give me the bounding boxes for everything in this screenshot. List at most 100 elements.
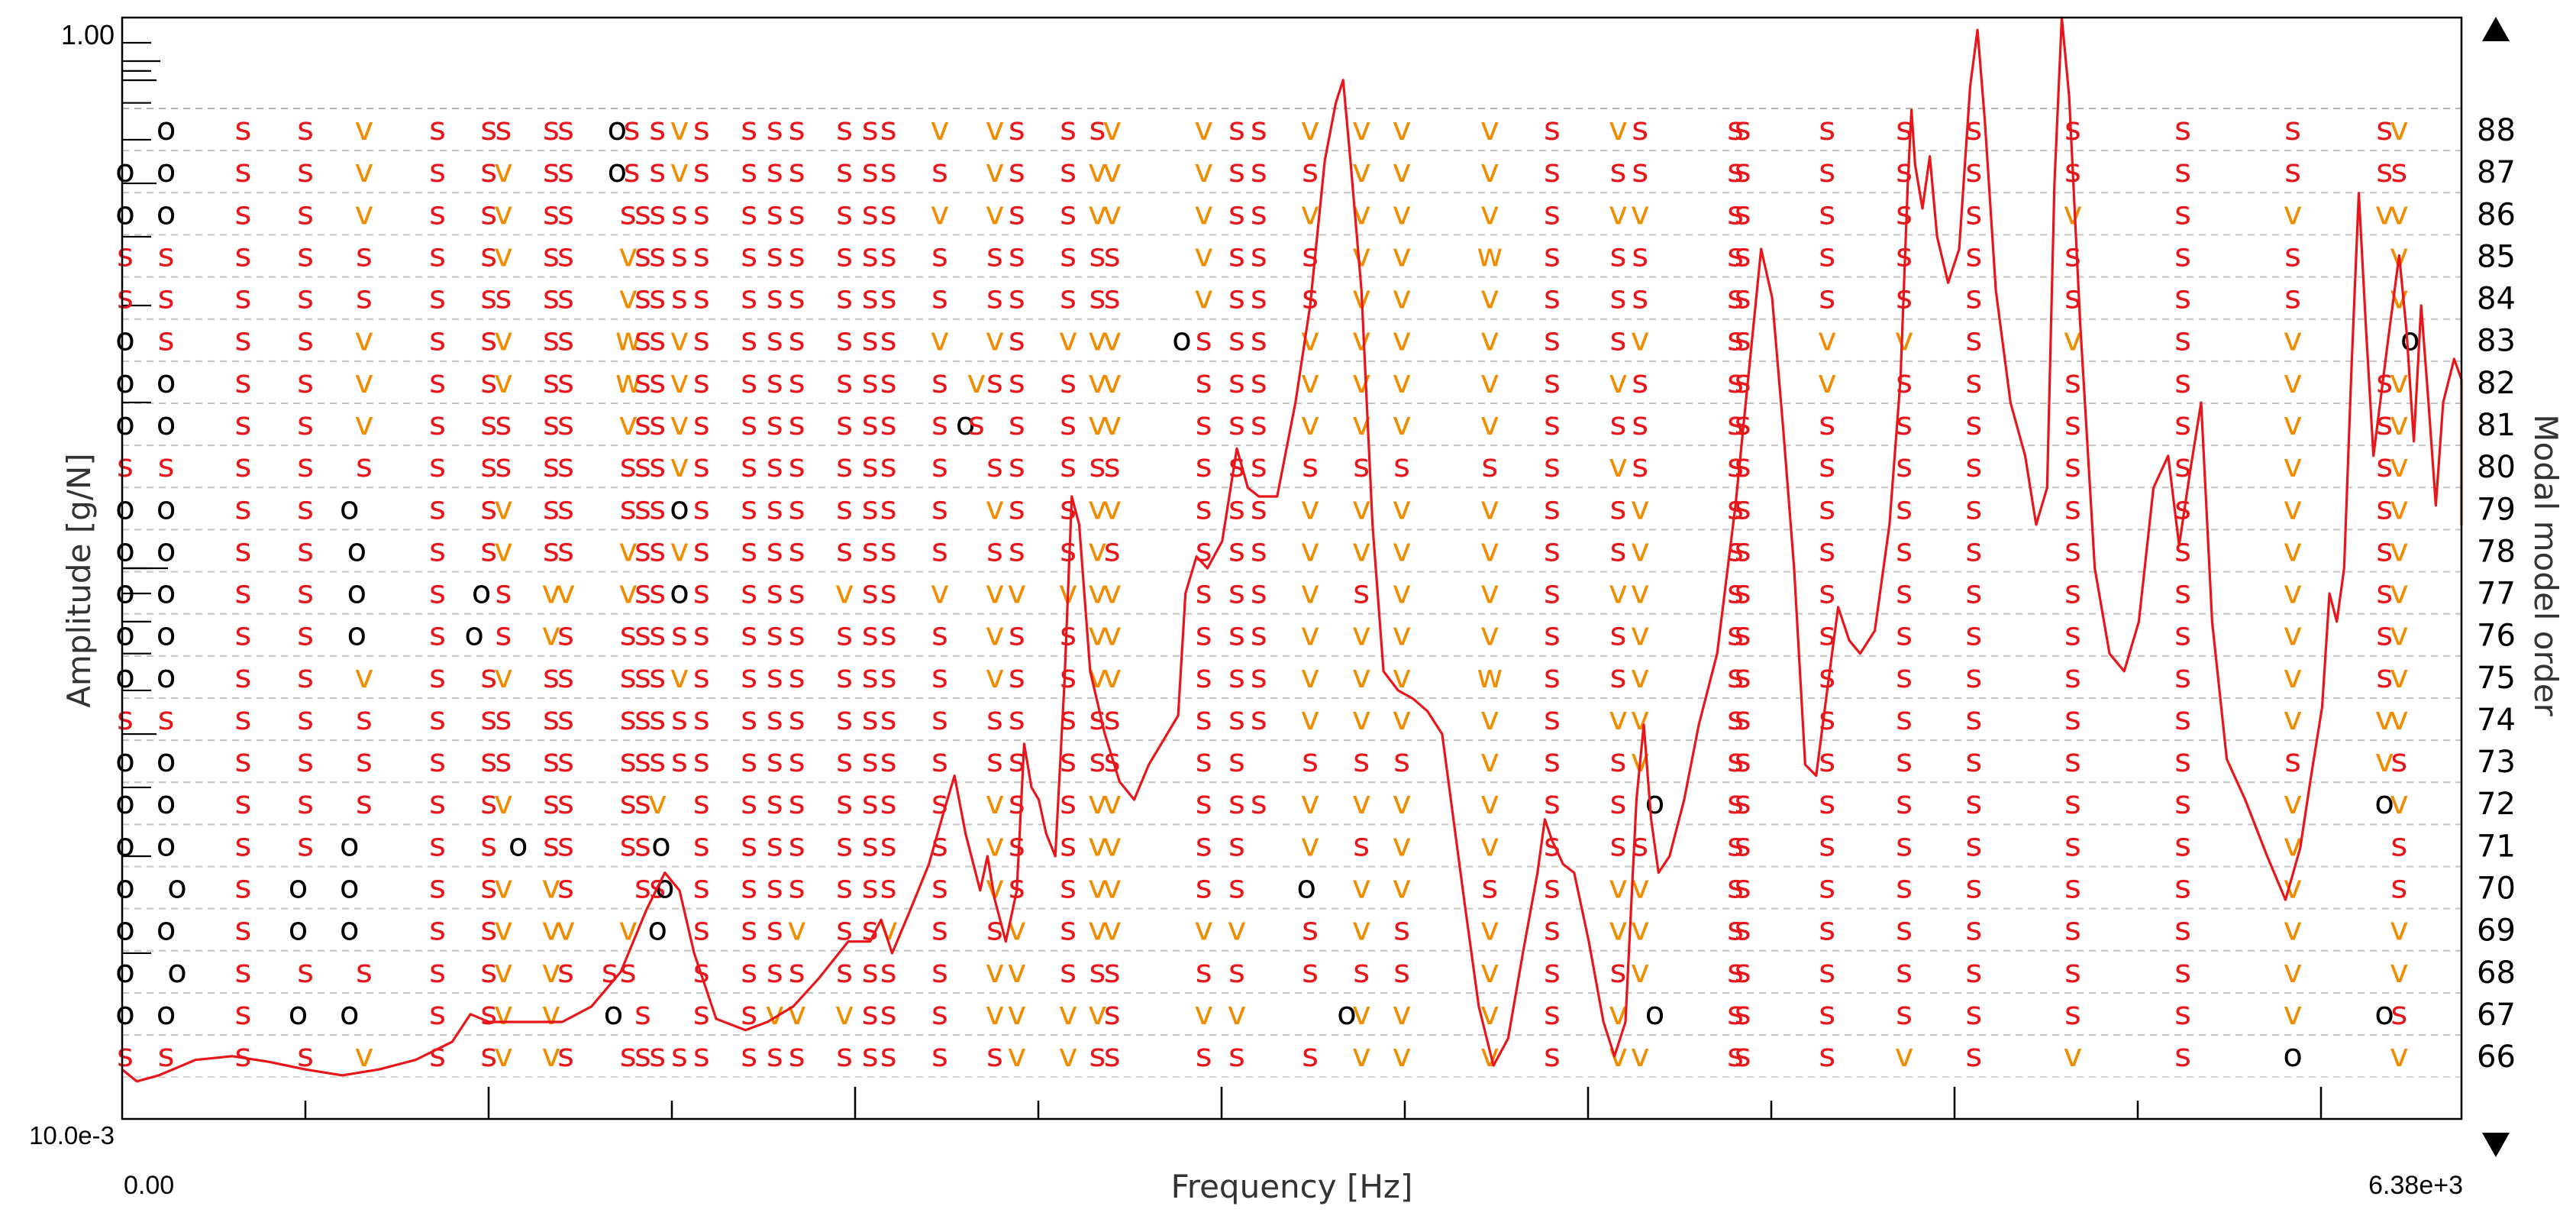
marker-v-order-79: v (1102, 489, 1122, 526)
marker-v-order-73: v (2375, 742, 2394, 779)
marker-s-order-78: s (480, 531, 497, 568)
marker-o-order-88: o (607, 110, 627, 147)
order-label-86: 86 (2477, 197, 2516, 232)
marker-s-order-79: s (1196, 489, 1212, 526)
marker-s-order-83: s (1727, 321, 1744, 358)
marker-v-order-68: v (1007, 952, 1026, 990)
marker-s-order-72: s (620, 784, 637, 821)
marker-s-order-68: s (480, 952, 497, 990)
marker-s-order-85: s (671, 236, 688, 273)
marker-s-order-66: s (1104, 1036, 1121, 1074)
order-label-84: 84 (2477, 282, 2516, 317)
marker-s-order-68: s (862, 952, 879, 990)
marker-s-order-87: s (880, 152, 897, 189)
marker-o-order-71: o (340, 826, 360, 863)
marker-v-order-82: v (1818, 363, 1837, 400)
marker-s-order-83: s (862, 321, 879, 358)
marker-v-order-85: v (1352, 236, 1371, 273)
marker-s-order-77: s (297, 574, 314, 611)
marker-s-order-73: s (1896, 742, 1913, 779)
marker-s-order-66: s (429, 1036, 446, 1074)
marker-s-order-86: s (741, 194, 757, 231)
marker-v-order-83: v (931, 321, 950, 358)
order-label-81: 81 (2477, 408, 2516, 443)
marker-s-order-67: s (862, 994, 879, 1032)
marker-s-order-85: s (634, 236, 651, 273)
marker-o-order-72: o (2374, 784, 2394, 821)
order-label-78: 78 (2477, 534, 2516, 569)
marker-s-order-68: s (741, 952, 757, 990)
marker-w-order-75: w (1477, 658, 1503, 695)
marker-s-order-66: s (297, 1036, 314, 1074)
marker-s-order-84: s (1228, 279, 1245, 316)
marker-v-order-88: v (1301, 110, 1320, 147)
marker-s-order-76: s (1735, 616, 1751, 653)
marker-s-order-87: s (429, 152, 446, 189)
marker-o-order-83: o (115, 321, 135, 358)
marker-s-order-74: s (1196, 700, 1212, 737)
marker-s-order-71: s (1009, 826, 1025, 863)
marker-s-order-88: s (496, 110, 512, 147)
marker-s-order-84: s (693, 279, 710, 316)
marker-v-order-69: v (1228, 910, 1247, 948)
marker-s-order-74: s (634, 700, 651, 737)
marker-s-order-72: s (543, 784, 560, 821)
marker-s-order-79: s (1009, 489, 1025, 526)
marker-s-order-82: s (297, 363, 314, 400)
marker-s-order-86: s (789, 194, 805, 231)
marker-s-order-80: s (1251, 447, 1267, 484)
marker-v-order-84: v (1480, 279, 1499, 316)
marker-s-order-85: s (356, 236, 373, 273)
marker-s-order-79: s (1544, 489, 1561, 526)
scroll-down-button[interactable] (2482, 1133, 2510, 1157)
y-tick-label-max: 1.00 (61, 19, 115, 50)
marker-s-order-88: s (789, 110, 805, 147)
marker-s-order-77: s (1544, 574, 1561, 611)
marker-s-order-79: s (480, 489, 497, 526)
marker-o-order-73: o (115, 742, 135, 779)
marker-s-order-87: s (1735, 152, 1751, 189)
marker-s-order-66: s (741, 1036, 757, 1074)
scroll-up-button[interactable] (2482, 17, 2510, 41)
marker-s-order-70: s (862, 868, 879, 906)
marker-s-order-83: s (1228, 321, 1245, 358)
marker-v-order-87: v (494, 152, 513, 189)
marker-s-order-76: s (557, 616, 574, 653)
marker-s-order-71: s (1196, 826, 1212, 863)
marker-v-order-66: v (355, 1036, 374, 1074)
marker-v-order-69: v (494, 910, 513, 948)
marker-s-order-84: s (862, 279, 879, 316)
marker-s-order-78: s (986, 531, 1003, 568)
marker-v-order-82: v (1352, 363, 1371, 400)
marker-s-order-78: s (1735, 531, 1751, 568)
marker-s-order-73: s (1609, 742, 1626, 779)
marker-s-order-85: s (1104, 236, 1121, 273)
marker-s-order-73: s (2064, 742, 2081, 779)
marker-v-order-88: v (670, 110, 689, 147)
marker-o-order-82: o (157, 363, 176, 400)
marker-s-order-72: s (741, 784, 757, 821)
marker-s-order-76: s (649, 616, 666, 653)
marker-s-order-73: s (2174, 742, 2191, 779)
marker-o-order-71: o (115, 826, 135, 863)
marker-s-order-68: s (297, 952, 314, 990)
marker-s-order-66: s (862, 1036, 879, 1074)
marker-v-order-69: v (541, 910, 560, 948)
marker-s-order-72: s (480, 784, 497, 821)
x-axis-title: Frequency [Hz] (1171, 1168, 1413, 1205)
marker-s-order-86: s (480, 194, 497, 231)
marker-s-order-82: s (1009, 363, 1025, 400)
order-label-71: 71 (2477, 829, 2516, 864)
marker-s-order-74: s (836, 700, 853, 737)
marker-v-order-87: v (1194, 152, 1213, 189)
marker-s-order-74: s (480, 700, 497, 737)
marker-s-order-66: s (1302, 1036, 1319, 1074)
marker-v-order-86: v (1194, 194, 1213, 231)
marker-s-order-67: s (931, 994, 948, 1032)
marker-v-order-84: v (618, 279, 638, 316)
marker-o-order-77: o (157, 574, 176, 611)
marker-s-order-76: s (2376, 616, 2393, 653)
marker-s-order-86: s (1228, 194, 1245, 231)
marker-s-order-75: s (235, 658, 252, 695)
